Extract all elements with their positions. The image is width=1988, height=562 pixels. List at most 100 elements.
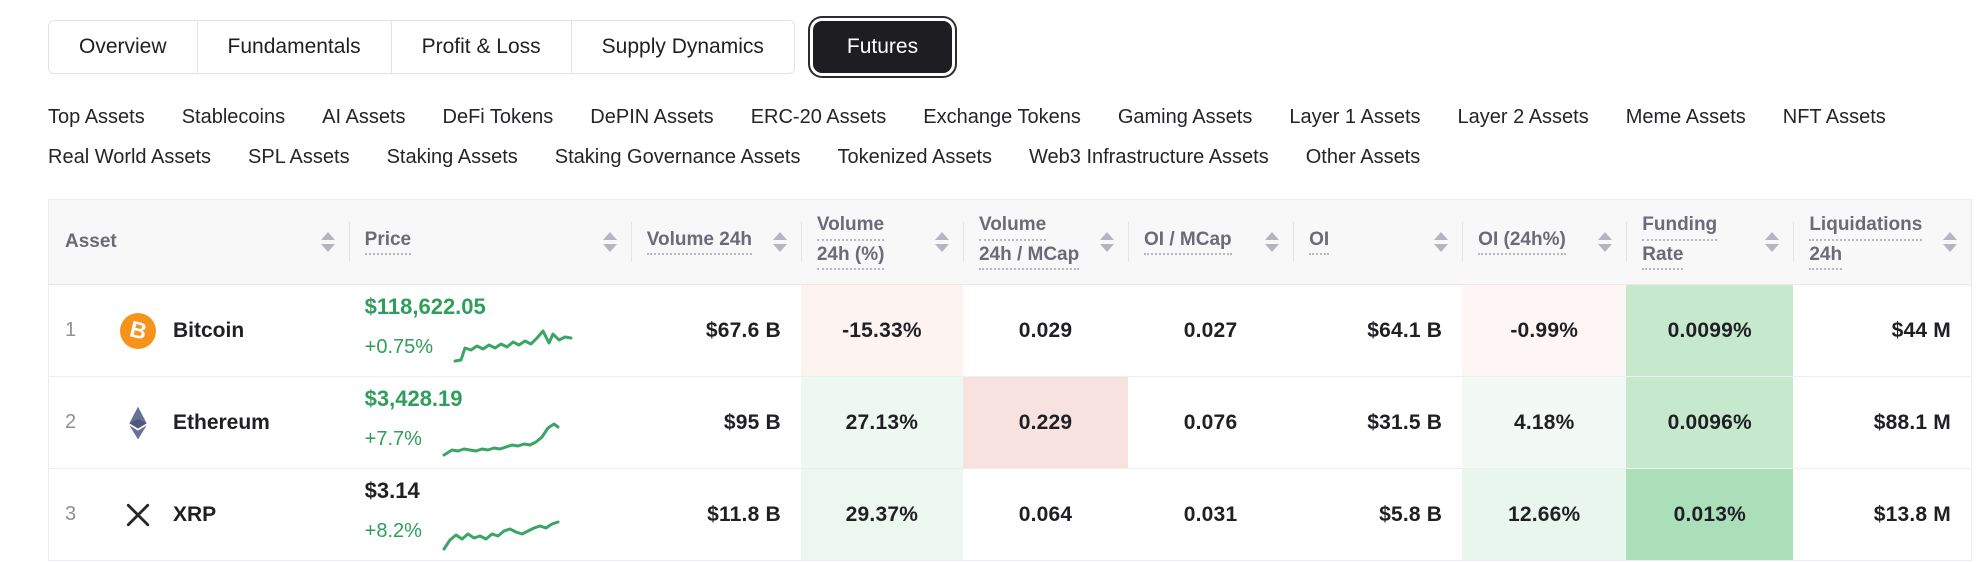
column-header-volume-24h-pct[interactable]: Volume 24h (%) <box>800 199 963 285</box>
cell-volume-24h-mcap: 0.064 <box>962 468 1129 561</box>
cell-oi-mcap: 0.031 <box>1128 468 1294 561</box>
cell-oi-mcap: 0.076 <box>1128 376 1294 469</box>
sort-icon <box>1265 231 1280 252</box>
coin-name: Ethereum <box>173 410 270 434</box>
category-link-depin-assets[interactable]: DePIN Assets <box>590 106 714 128</box>
column-header-volume-24h[interactable]: Volume 24h <box>630 199 801 285</box>
sort-icon <box>1943 232 1957 252</box>
cell-oi-24h-pct: 12.66% <box>1462 468 1627 561</box>
price-sparkline <box>442 520 560 551</box>
table-row[interactable]: 3 XRP $3.14 +8.2% <box>48 468 1972 561</box>
change-percent: +0.75% <box>364 335 434 358</box>
cell-price: $3,428.19 +7.7% <box>348 376 631 469</box>
column-header-price[interactable]: Price <box>348 199 631 285</box>
cell-oi-24h-pct: -0.99% <box>1462 284 1627 377</box>
cell-volume-24h: $95 B <box>630 376 801 469</box>
category-filter-row-2: Real World Assets SPL Assets Staking Ass… <box>48 144 1420 170</box>
assets-table: Asset Price Volume 24h Volume 24h (%) <box>48 199 1972 561</box>
cell-funding-rate: 0.0096% <box>1626 376 1794 469</box>
price-sparkline <box>453 329 573 363</box>
cell-liquidations-24h: $13.8 M <box>1793 468 1972 561</box>
xrp-icon <box>119 496 157 534</box>
coin-name: XRP <box>173 502 217 526</box>
table-header-row: Asset Price Volume 24h Volume 24h (%) <box>48 199 1972 285</box>
tab-group: Overview Fundamentals Profit & Loss Supp… <box>48 20 795 74</box>
category-link-exchange-tokens[interactable]: Exchange Tokens <box>923 106 1081 128</box>
table-row[interactable]: 2 Ethereum $3,428. <box>48 376 1972 469</box>
category-link-staking-governance-assets[interactable]: Staking Governance Assets <box>554 146 801 168</box>
tab-fundamentals[interactable]: Fundamentals <box>197 21 392 73</box>
rank: 3 <box>65 503 77 525</box>
cell-liquidations-24h: $44 M <box>1891 318 1951 342</box>
change-percent: +7.7% <box>364 427 422 450</box>
category-link-ai-assets[interactable]: AI Assets <box>322 106 406 128</box>
sort-icon <box>1434 231 1449 252</box>
price-value: $118,622.05 <box>364 294 486 319</box>
category-filter-row-1: Top Assets Stablecoins AI Assets DeFi To… <box>48 104 1886 130</box>
category-link-nft-assets[interactable]: NFT Assets <box>1782 106 1886 128</box>
category-link-gaming-assets[interactable]: Gaming Assets <box>1117 106 1253 128</box>
cell-funding-rate: 0.0099% <box>1626 284 1794 377</box>
category-link-top-assets[interactable]: Top Assets <box>48 106 145 128</box>
column-header-oi-mcap[interactable]: OI / MCap <box>1128 199 1294 285</box>
cell-volume-24h-pct: 29.37% <box>800 468 963 561</box>
sort-icon <box>772 231 787 252</box>
cell-volume-24h-pct: 27.13% <box>800 376 963 469</box>
cell-oi-24h-pct: 4.18% <box>1462 376 1627 469</box>
sort-icon <box>320 231 335 252</box>
cell-volume-24h: $11.8 B <box>630 468 801 561</box>
cell-volume-24h-pct: -15.33% <box>800 284 963 377</box>
sort-icon <box>1598 231 1613 252</box>
tab-supply-dynamics[interactable]: Supply Dynamics <box>571 21 794 73</box>
cell-volume-24h-mcap: 0.229 <box>962 376 1129 469</box>
column-header-volume-24h-mcap[interactable]: Volume 24h / MCap <box>962 199 1129 285</box>
sort-icon <box>934 232 949 252</box>
column-header-oi-24h-pct[interactable]: OI (24h%) <box>1462 199 1627 285</box>
cell-asset[interactable]: 2 Ethereum <box>48 376 349 469</box>
tab-overview[interactable]: Overview <box>49 21 198 73</box>
sort-icon <box>1765 232 1780 252</box>
category-link-defi-tokens[interactable]: DeFi Tokens <box>442 106 554 128</box>
cell-oi-mcap: 0.027 <box>1183 318 1238 342</box>
tab-bar: Overview Fundamentals Profit & Loss Supp… <box>48 20 953 74</box>
column-header-asset[interactable]: Asset <box>48 199 349 285</box>
category-link-spl-assets[interactable]: SPL Assets <box>248 146 350 168</box>
column-header-liquidations-24h[interactable]: Liquidations 24h <box>1793 199 1972 285</box>
category-link-layer2-assets[interactable]: Layer 2 Assets <box>1457 106 1589 128</box>
category-link-erc20-assets[interactable]: ERC-20 Assets <box>750 106 887 128</box>
change-percent: +8.2% <box>364 519 422 542</box>
table-row[interactable]: 1 B Bitcoin $118,622.05 +0.75% $67.6 B <box>49 284 1972 377</box>
cell-funding-rate: 0.013% <box>1626 468 1794 561</box>
category-link-other-assets[interactable]: Other Assets <box>1305 146 1421 168</box>
rank: 2 <box>65 411 77 433</box>
price-value: $3,428.19 <box>364 386 463 411</box>
cell-asset[interactable]: 3 XRP <box>48 468 349 561</box>
sort-icon <box>602 231 617 252</box>
cell-asset[interactable]: 1 B Bitcoin <box>49 285 349 377</box>
tab-profit-loss[interactable]: Profit & Loss <box>391 21 572 73</box>
column-header-oi[interactable]: OI <box>1293 199 1463 285</box>
category-link-real-world-assets[interactable]: Real World Assets <box>48 146 212 168</box>
tab-futures[interactable]: Futures <box>812 21 953 73</box>
coin-name: Bitcoin <box>173 318 245 342</box>
cell-oi: $31.5 B <box>1293 376 1463 469</box>
cell-oi: $5.8 B <box>1293 468 1463 561</box>
category-link-layer1-assets[interactable]: Layer 1 Assets <box>1289 106 1421 128</box>
ethereum-icon <box>119 404 157 442</box>
category-link-stablecoins[interactable]: Stablecoins <box>181 106 286 128</box>
category-link-web3-infrastructure-assets[interactable]: Web3 Infrastructure Assets <box>1029 146 1269 168</box>
category-link-tokenized-assets[interactable]: Tokenized Assets <box>837 146 992 168</box>
cell-price: $3.14 +8.2% <box>348 468 631 561</box>
cell-volume-24h-mcap: 0.029 <box>1018 318 1073 342</box>
category-link-staking-assets[interactable]: Staking Assets <box>386 146 518 168</box>
price-sparkline <box>442 422 560 457</box>
cell-oi: $64.1 B <box>1367 318 1443 342</box>
cell-price: $118,622.05 +0.75% <box>349 285 631 377</box>
cell-volume-24h: $67.6 B <box>705 318 781 342</box>
column-header-funding-rate[interactable]: Funding Rate <box>1626 199 1794 285</box>
sort-icon <box>1100 232 1115 252</box>
category-link-meme-assets[interactable]: Meme Assets <box>1625 106 1746 128</box>
rank: 1 <box>65 319 77 341</box>
cell-liquidations-24h: $88.1 M <box>1793 376 1972 469</box>
